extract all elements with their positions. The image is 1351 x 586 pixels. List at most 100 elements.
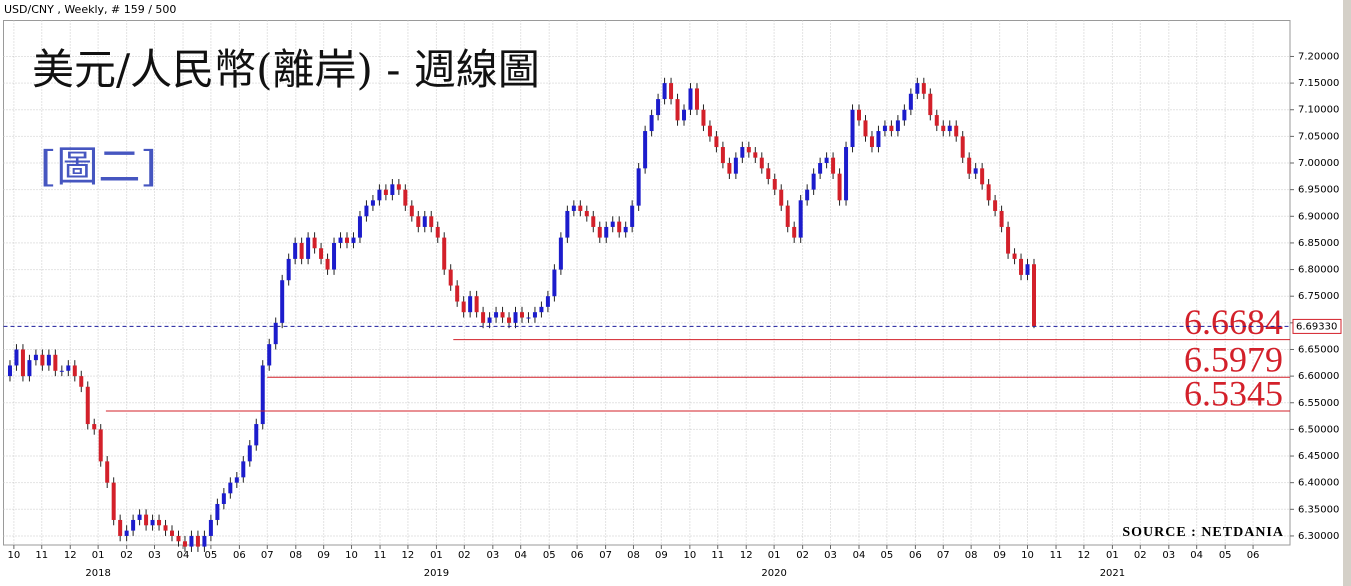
candle-body [876, 131, 881, 148]
candle-body [733, 157, 738, 174]
candle-body [591, 216, 596, 227]
candle-body [332, 242, 337, 270]
candles [7, 77, 1036, 552]
candle-body [79, 376, 84, 387]
candle-body [928, 93, 933, 116]
candle-body [150, 519, 155, 526]
candle-body [526, 317, 531, 319]
x-year-label: 2018 [85, 568, 110, 579]
candle-body [604, 226, 609, 238]
candle-body [468, 296, 473, 313]
candle-body [396, 184, 401, 190]
y-tick-label: 6.75000 [1298, 291, 1339, 302]
candle-body [688, 88, 693, 110]
candle-body [176, 535, 181, 542]
candle-body [481, 312, 486, 323]
candle-body [111, 482, 116, 520]
x-tick-label: 07 [937, 550, 950, 561]
reference-label: 6.5979 [1184, 340, 1283, 380]
candle-body [1006, 226, 1011, 254]
candle-body [766, 168, 771, 179]
x-tick-label: 11 [374, 550, 387, 561]
candle-body [7, 365, 12, 377]
candle-body [92, 424, 97, 430]
candle-body [500, 312, 505, 318]
x-tick-label: 07 [599, 550, 612, 561]
candle-body [941, 125, 946, 132]
y-tick-label: 6.65000 [1298, 344, 1339, 355]
x-tick-label: 03 [486, 550, 499, 561]
candle-body [519, 312, 524, 318]
candle-body [53, 354, 58, 371]
x-tick-label: 06 [233, 550, 246, 561]
x-tick-label: 06 [571, 550, 584, 561]
x-tick-label: 06 [909, 550, 922, 561]
grid: 6.30000 6.35000 6.40000 6.45000 6.50000 6.550… [3, 20, 1339, 579]
y-tick-label: 6.30000 [1298, 531, 1339, 542]
chart-title: 美元/人民幣(離岸) - 週線圖 [32, 45, 540, 94]
x-year-label: 2019 [424, 568, 449, 579]
candle-body [494, 312, 499, 318]
candle-body [571, 205, 576, 211]
candle-body [675, 99, 680, 121]
candle-body [779, 189, 784, 206]
candle-body [390, 184, 395, 195]
last-price-box [1292, 318, 1342, 334]
candle-body [740, 147, 745, 158]
candle-body [59, 370, 64, 372]
candle-body [267, 344, 272, 366]
candle-body [144, 514, 149, 526]
x-year-label: 2021 [1100, 568, 1125, 579]
candle-body [280, 280, 285, 323]
x-tick-label: 06 [1247, 550, 1260, 561]
candle-body [27, 360, 32, 377]
y-tick-label: 6.80000 [1298, 265, 1339, 276]
x-tick-label: 12 [402, 550, 415, 561]
x-tick-label: 02 [1134, 550, 1147, 561]
candle-body [293, 242, 298, 259]
candle-body [649, 115, 654, 132]
candle-body [895, 120, 900, 132]
x-tick-label: 09 [993, 550, 1006, 561]
candle-body [429, 216, 434, 227]
chart-subtitle: [圖二] [40, 142, 157, 191]
candle-body [947, 125, 952, 132]
candle-body [306, 237, 311, 259]
candle-body [908, 93, 913, 110]
candle-body [163, 525, 168, 531]
candle-body [215, 503, 220, 520]
last-price-label: 6.69330 [1296, 321, 1337, 332]
candle-body [383, 189, 388, 195]
candle-body [824, 157, 829, 164]
candle-body [448, 269, 453, 286]
candle-body [241, 461, 246, 478]
candle-body [312, 237, 317, 249]
y-tick-label: 7.15000 [1298, 78, 1339, 89]
candle-body [234, 477, 239, 483]
y-tick-label: 6.55000 [1298, 398, 1339, 409]
candle-body [189, 535, 194, 547]
candle-body [915, 83, 920, 94]
candle-body [597, 226, 602, 238]
candle-body [195, 535, 200, 547]
candle-body [727, 163, 732, 174]
x-tick-label: 10 [683, 550, 696, 561]
candle-body [461, 301, 466, 313]
x-tick-label: 03 [1162, 550, 1175, 561]
candle-body [286, 258, 291, 281]
candle-body [131, 519, 136, 531]
candle-body [1025, 264, 1030, 275]
y-tick-label: 6.35000 [1298, 504, 1339, 515]
candle-body [973, 168, 978, 174]
candle-body [377, 189, 382, 201]
candle-body [772, 178, 777, 190]
candle-body [831, 157, 836, 174]
reference-label: 6.6684 [1184, 302, 1283, 342]
x-tick-label: 12 [64, 550, 77, 561]
candle-body [759, 157, 764, 169]
candle-body [20, 349, 25, 377]
candle-body [999, 210, 1004, 227]
candle-body [325, 258, 330, 270]
